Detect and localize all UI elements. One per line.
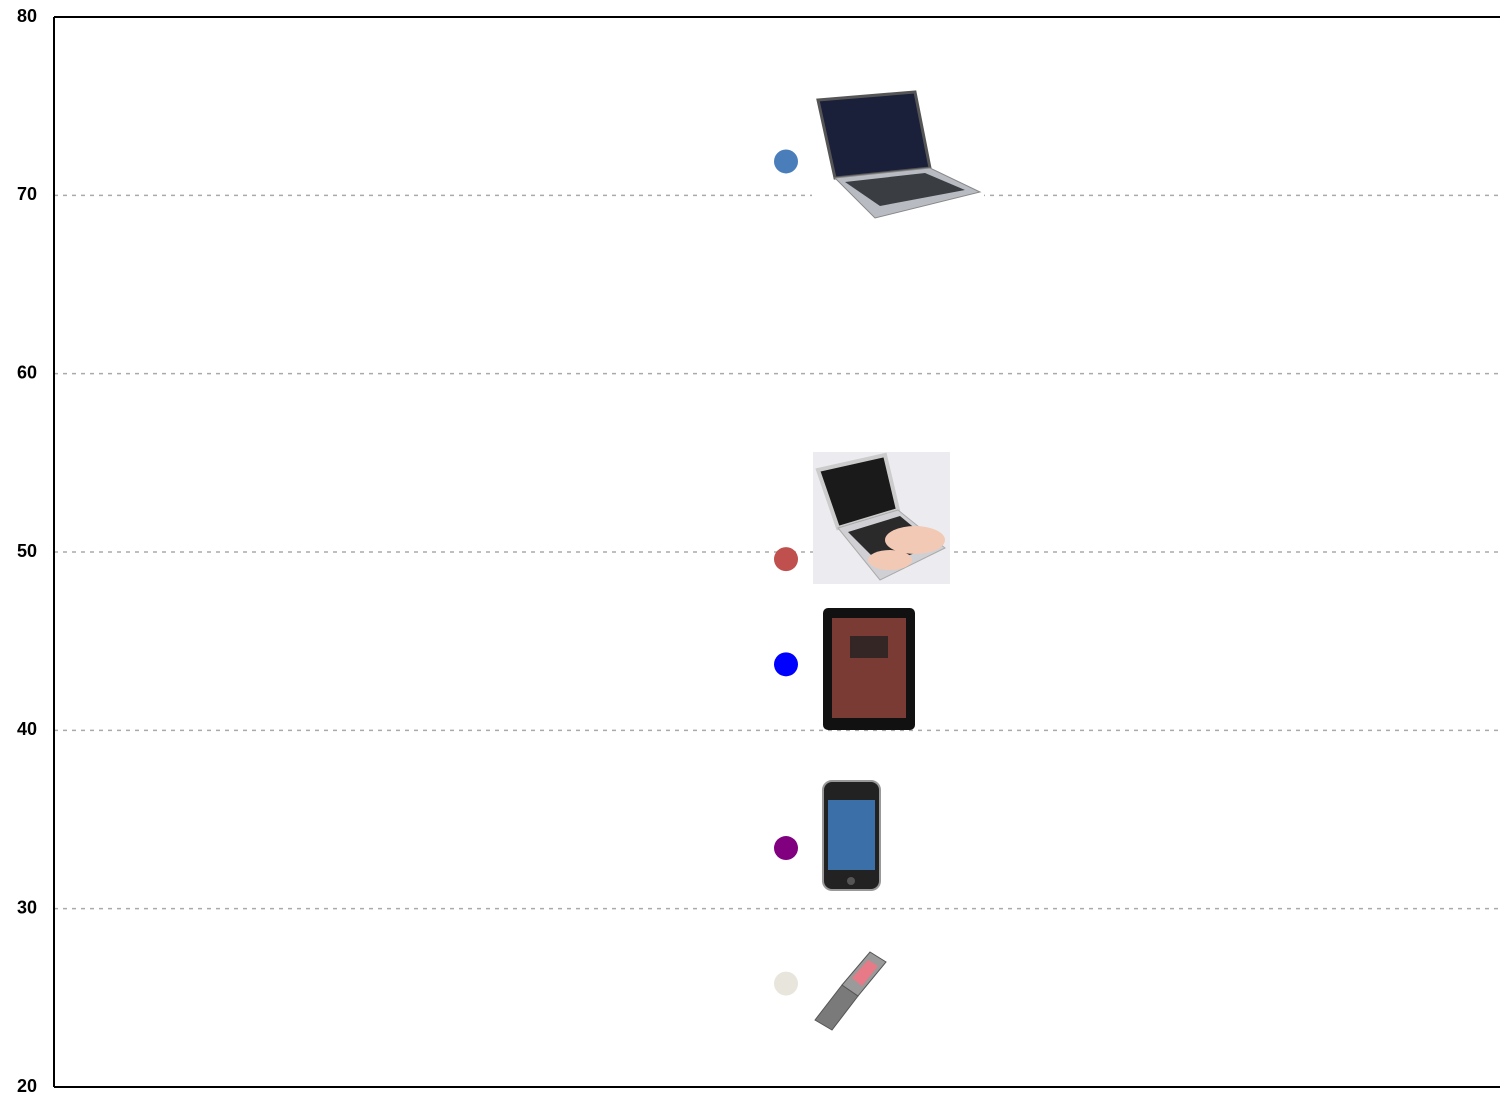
y-tick-label: 60 [17, 362, 37, 382]
y-tick-label: 70 [17, 184, 37, 204]
y-tick-label: 20 [17, 1076, 37, 1096]
point [774, 149, 798, 174]
tick-layer: 20 30 40 50 60 70 80 [17, 6, 1500, 1096]
smartphone-icon [822, 780, 881, 891]
point [774, 547, 798, 572]
point [774, 836, 798, 861]
flip-phone-icon [814, 951, 887, 1031]
netbook-icon [813, 452, 950, 584]
y-tick-label: 30 [17, 897, 37, 917]
y-tick-label: 40 [17, 719, 37, 739]
point [774, 971, 798, 996]
y-tick-label: 80 [17, 6, 37, 26]
laptop-icon [812, 88, 984, 222]
tablet-icon [823, 608, 915, 730]
point [774, 652, 798, 677]
y-tick-label: 50 [17, 541, 37, 561]
